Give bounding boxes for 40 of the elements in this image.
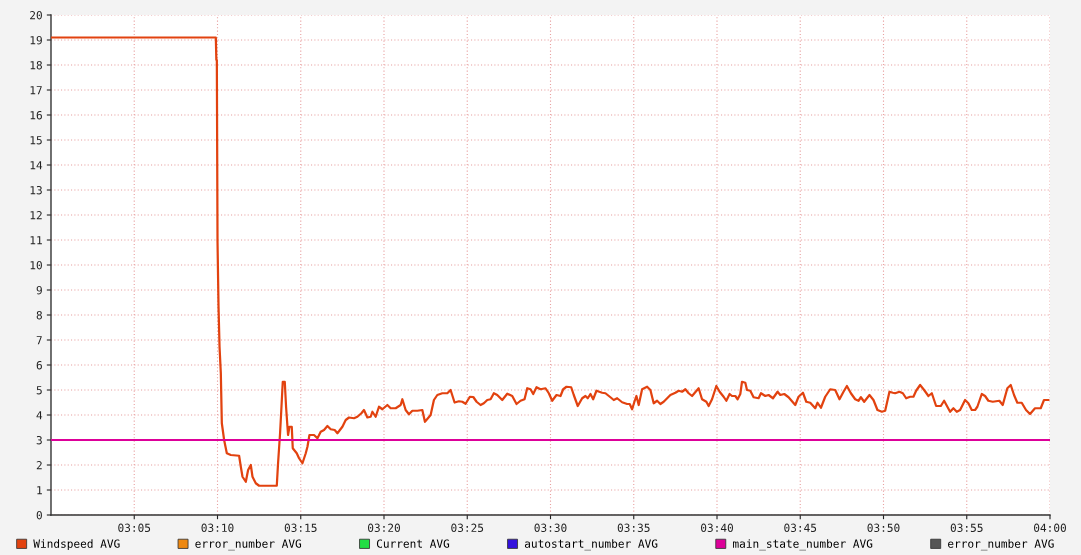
x-tick-label: 03:25	[451, 523, 484, 532]
y-tick-label: 9	[36, 286, 42, 295]
y-tick-label: 1	[37, 486, 42, 495]
y-tick-label: 6	[36, 361, 42, 370]
legend-label: error_number AVG	[195, 539, 302, 551]
y-tick-label: 18	[30, 61, 42, 70]
y-tick-label: 7	[36, 336, 42, 345]
x-tick-label: 03:20	[368, 523, 400, 532]
legend-label: Current AVG	[376, 539, 450, 548]
x-tick-label: 03:05	[118, 523, 151, 532]
y-tick-label: 3	[36, 436, 42, 445]
y-tick-label: 10	[30, 261, 42, 270]
legend-label: main_state_number AVG	[733, 539, 873, 551]
x-tick-label: 03:10	[201, 523, 234, 532]
line-series	[51, 36, 1050, 487]
y-tick-label: 8	[36, 311, 42, 320]
legend-label: autostart_number AVG	[524, 539, 658, 551]
y-tick-label: 16	[30, 111, 42, 120]
x-tick-label: 04:00	[1034, 523, 1066, 532]
x-tick-label: 03:50	[867, 523, 900, 532]
y-tick-label: 11	[30, 236, 42, 245]
y-tick-label: 20	[30, 11, 42, 20]
x-tick-label: 03:40	[701, 523, 734, 532]
y-tick-label: 14	[30, 161, 43, 170]
y-tick-label: 5	[36, 386, 42, 395]
x-tick-label: 03:45	[784, 523, 817, 532]
y-tick-label: 4	[36, 411, 43, 420]
x-tick-label: 03:30	[534, 523, 567, 532]
y-tick-label: 12	[30, 211, 42, 220]
y-tick-label: 0	[36, 511, 42, 520]
y-tick-label: 15	[30, 136, 42, 145]
x-tick-label: 03:55	[950, 523, 983, 532]
y-tick-label: 19	[30, 36, 42, 45]
y-tick-label: 2	[36, 461, 42, 470]
legend-label: Windspeed AVG	[33, 539, 120, 550]
x-tick-label: 03:35	[617, 523, 650, 532]
y-tick-label: 17	[30, 86, 42, 95]
y-tick-label: 13	[30, 186, 42, 195]
x-tick-label: 03:15	[284, 523, 317, 532]
legend-label: error_number AVG	[948, 539, 1054, 551]
